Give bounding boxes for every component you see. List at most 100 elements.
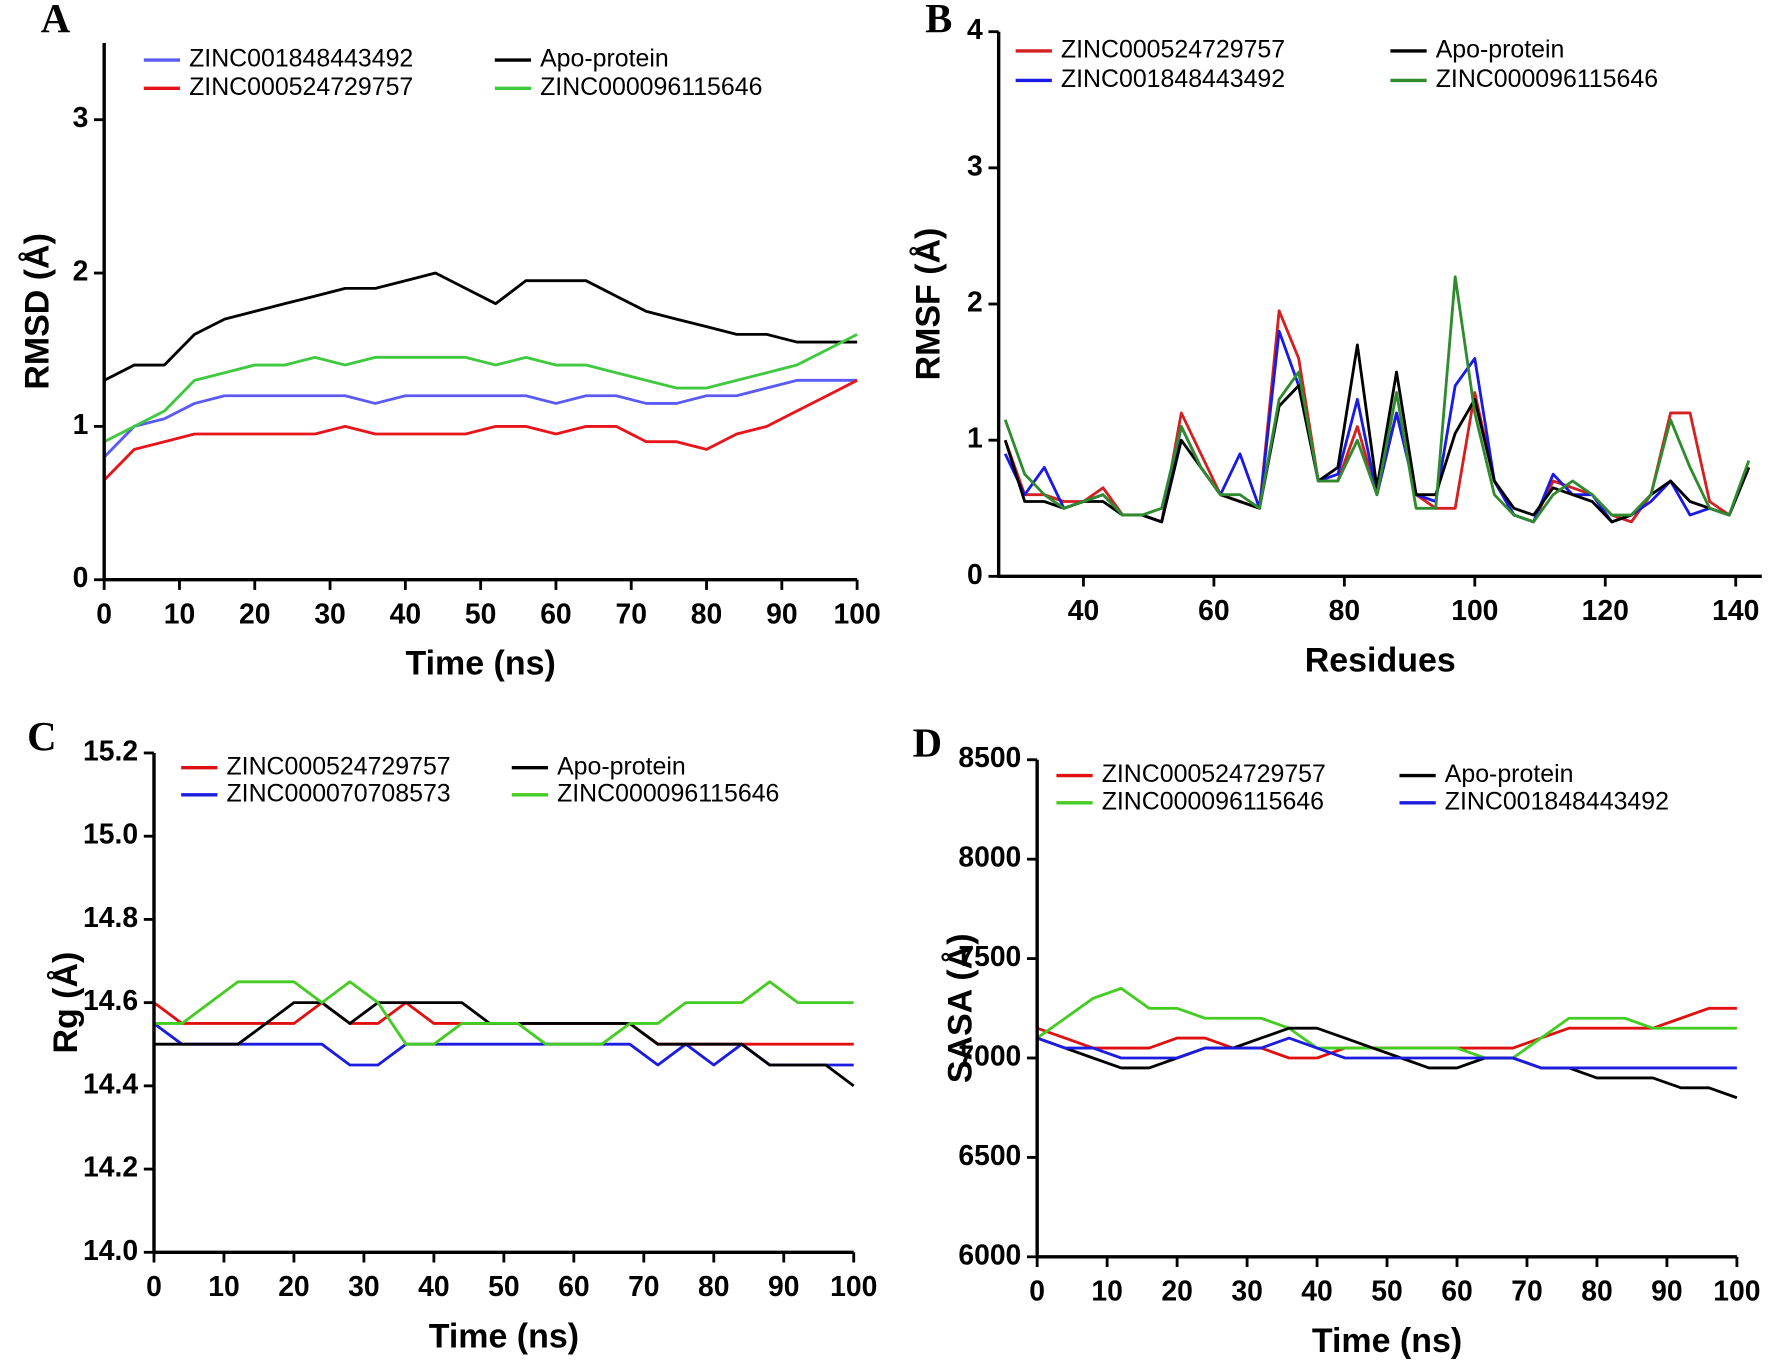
x-tick-label: 40 [418,1270,449,1302]
x-tick-label: 70 [628,1270,659,1302]
legend-label: ZINC001848443492 [189,45,413,73]
series-line [153,1022,854,1067]
x-tick-label: 60 [1441,1275,1472,1307]
y-tick-label: 6500 [958,1139,1021,1171]
x-tick-label: 100 [1713,1275,1760,1307]
y-tick-label: 3 [73,101,89,133]
panel-label: A [41,0,71,41]
y-tick-label: 14.2 [83,1151,138,1183]
x-tick-label: 40 [1068,594,1099,626]
x-tick-label: 40 [1301,1275,1332,1307]
x-tick-label: 30 [1231,1275,1262,1307]
panel-label: B [925,0,952,41]
series-line [1036,1026,1738,1100]
series-line [103,379,858,482]
y-tick-label: 7000 [958,1039,1021,1071]
legend-label: Apo-protein [1445,760,1574,788]
series-line [1003,275,1751,524]
x-tick-label: 20 [278,1270,309,1302]
x-tick-label: 80 [1581,1275,1612,1307]
legend-label: ZINC000524729757 [226,752,450,780]
x-tick-label: 60 [558,1270,589,1302]
y-tick-label: 15.0 [83,818,138,850]
x-tick-label: 0 [146,1270,162,1302]
x-axis-label: Time (ns) [405,645,555,683]
y-tick-label: 7500 [958,940,1021,972]
x-tick-label: 90 [1651,1275,1682,1307]
series-line [1036,986,1737,1060]
y-tick-label: 14.4 [83,1067,138,1099]
x-tick-label: 60 [540,597,571,629]
y-tick-label: 0 [967,558,983,590]
panel-label: D [913,721,942,766]
x-tick-label: 50 [465,597,496,629]
x-tick-label: 80 [698,1270,729,1302]
legend-label: ZINC000096115646 [557,779,779,807]
y-tick-label: 8000 [958,841,1021,873]
x-tick-label: 0 [1029,1275,1045,1307]
x-tick-label: 10 [164,597,195,629]
legend-label: ZINC001848443492 [1061,65,1285,93]
series-line [103,271,858,382]
x-tick-label: 10 [208,1270,239,1302]
y-tick-label: 14.8 [83,901,138,933]
x-tick-label: 100 [834,597,881,629]
x-tick-label: 90 [768,1270,799,1302]
legend-label: Apo-protein [557,752,686,780]
x-axis-label: Residues [1305,641,1456,679]
x-axis-label: Time (ns) [1312,1322,1462,1360]
y-tick-label: 14.6 [83,984,138,1016]
x-axis-label: Time (ns) [429,1317,579,1355]
y-tick-label: 8500 [958,741,1021,773]
x-tick-label: 90 [766,597,797,629]
x-tick-label: 30 [314,597,345,629]
legend-label: ZINC001848443492 [1445,787,1669,815]
x-tick-label: 50 [1371,1275,1402,1307]
x-tick-label: 140 [1712,594,1759,626]
x-tick-label: 0 [96,597,112,629]
y-tick-label: 14.0 [83,1234,138,1266]
series-line [153,980,854,1046]
x-tick-label: 100 [1451,594,1498,626]
x-tick-label: 80 [691,597,722,629]
legend-label: ZINC000524729757 [1102,760,1326,788]
y-axis-label: Rg (Å) [47,952,85,1054]
y-tick-label: 3 [967,149,983,181]
panel-label: C [27,714,56,759]
y-axis-label: RMSF (Å) [910,228,948,381]
x-tick-label: 70 [1511,1275,1542,1307]
x-tick-label: 60 [1198,594,1229,626]
x-tick-label: 40 [390,597,421,629]
y-tick-label: 1 [967,422,983,454]
legend-label: ZINC000096115646 [1102,787,1324,815]
y-tick-label: 2 [967,285,983,317]
legend-label: ZINC000096115646 [1436,65,1658,93]
y-tick-label: 15.2 [83,734,138,766]
legend-label: ZINC000524729757 [189,73,413,101]
x-tick-label: 120 [1582,594,1629,626]
y-tick-label: 0 [73,561,89,593]
series-line [1036,1036,1737,1070]
y-axis-label: RMSD (Å) [19,233,57,390]
legend-label: ZINC000524729757 [1061,36,1285,64]
x-tick-label: 80 [1329,594,1360,626]
legend-label: ZINC000096115646 [540,73,762,101]
y-tick-label: 6000 [958,1238,1021,1270]
y-tick-label: 1 [73,408,89,440]
x-tick-label: 50 [488,1270,519,1302]
series-line [103,333,858,443]
x-tick-label: 20 [239,597,270,629]
x-tick-label: 70 [615,597,646,629]
x-tick-label: 20 [1161,1275,1192,1307]
x-tick-label: 30 [348,1270,379,1302]
x-tick-label: 100 [830,1270,877,1302]
series-line [103,378,858,459]
y-tick-label: 2 [73,255,89,287]
x-tick-label: 10 [1091,1275,1122,1307]
legend-label: ZINC000070708573 [226,779,450,807]
legend-label: Apo-protein [1436,36,1565,64]
series-line [1036,1006,1737,1060]
y-axis-label: SASA (Å) [941,933,979,1083]
